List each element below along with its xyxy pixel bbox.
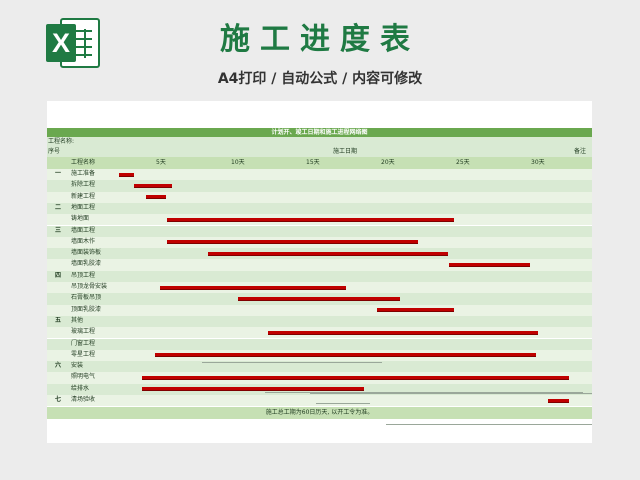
- table-row: 七 清场验收: [47, 395, 592, 407]
- gantt-bar: [449, 263, 530, 268]
- table-row: 零星工程: [47, 349, 592, 362]
- gantt-bar: [141, 387, 364, 392]
- table-row: 铸地面: [47, 214, 592, 226]
- table-row: 拆除工程: [47, 180, 592, 192]
- table-row: 吊顶龙骨安装: [47, 282, 592, 294]
- row-seq: 三: [55, 226, 62, 234]
- day-tick-label: 10天: [231, 159, 245, 166]
- gantt-bar: [167, 240, 418, 245]
- table-row: 三 墙面工程: [47, 225, 592, 237]
- gantt-bar: [377, 308, 454, 313]
- day-tick-label: 15天: [306, 159, 320, 166]
- gantt-bar: [146, 195, 166, 200]
- banner: X 施工进度表 A4打印 / 自动公式 / 内容可修改: [0, 0, 640, 100]
- spreadsheet-preview: 计划开、竣工日期和施工进程网络图 工程名称: 序号 施工日期 备注 工程名称 5…: [47, 101, 592, 443]
- day-tick-label: 30天: [531, 159, 545, 166]
- gantt-grid: 一 施工准备拆除工程新建工程二 地面工程铸地面三 墙面工程墙面木作墙面装饰板墙面乳胶漆…: [47, 169, 592, 425]
- page-subtitle: A4打印 / 自动公式 / 内容可修改: [217, 71, 423, 87]
- header-row: 序号 施工日期 备注: [47, 147, 592, 157]
- table-row: 一 施工准备: [47, 169, 592, 181]
- leader-line: [386, 423, 592, 425]
- row-name: 地面工程: [71, 203, 96, 211]
- row-name: 照明电气: [71, 373, 96, 381]
- leader-line: [201, 362, 382, 364]
- column-header-date: 施工日期: [333, 148, 358, 155]
- sheet-caption: 计划开、竣工日期和施工进程网络图: [47, 128, 592, 137]
- leader-line: [309, 393, 592, 394]
- table-row: 石膏板吊顶: [47, 293, 592, 305]
- table-row: 墙面木作: [47, 236, 592, 249]
- gantt-bar: [155, 353, 536, 358]
- gantt-bar: [159, 285, 346, 290]
- day-tick-label: 5天: [156, 159, 166, 166]
- row-name: 吊顶工程: [71, 271, 96, 279]
- day-ticks-row: 工程名称 5天 10天 15天 20天 25天 30天: [47, 157, 592, 169]
- gantt-bar: [237, 296, 400, 301]
- row-name: 墙面工程: [71, 226, 96, 234]
- row-name: 顶面乳胶漆: [71, 305, 102, 313]
- sheet-footer: 施工总工期为60日历天, 以开工令为准。: [47, 407, 592, 419]
- row-name: 新建工程: [71, 192, 96, 200]
- project-name-row: 工程名称:: [47, 137, 592, 147]
- table-row: 照明电气: [47, 372, 592, 384]
- table-row: 顶面乳胶漆: [47, 304, 592, 316]
- row-name: 玻璃工程: [71, 328, 96, 336]
- row-seq: 二: [55, 203, 62, 211]
- gantt-bar: [207, 251, 448, 256]
- table-row: 墙面装饰板: [47, 248, 592, 260]
- row-name: 墙面装饰板: [71, 249, 102, 257]
- row-name: 给排水: [71, 384, 90, 392]
- table-row: 墙面乳胶漆: [47, 259, 592, 271]
- table-row: 五 其他: [47, 315, 592, 328]
- leader-line: [264, 391, 583, 393]
- row-name: 清场验收: [71, 396, 96, 403]
- row-name: 石膏板吊顶: [71, 294, 102, 302]
- row-name: 吊顶龙骨安装: [71, 283, 108, 290]
- table-row: 二 地面工程: [47, 202, 592, 215]
- gantt-bar: [141, 376, 569, 381]
- row-name: 铸地面: [71, 215, 90, 223]
- gantt-bar: [119, 172, 134, 177]
- row-name: 零星工程: [71, 350, 96, 358]
- row-name: 安装: [71, 362, 84, 370]
- table-row: 新建工程: [47, 191, 592, 203]
- gantt-bar: [134, 183, 172, 188]
- row-name: 门窗工程: [71, 339, 96, 347]
- row-seq: 四: [55, 271, 62, 279]
- day-tick-label: 25天: [456, 159, 470, 166]
- row-seq: 一: [55, 170, 62, 177]
- gantt-sheet: 计划开、竣工日期和施工进程网络图 工程名称: 序号 施工日期 备注 工程名称 5…: [47, 128, 592, 425]
- row-seq: 六: [55, 362, 62, 370]
- excel-logo-letter: X: [46, 24, 76, 62]
- row-seq: 七: [55, 396, 62, 403]
- row-seq: 五: [55, 316, 62, 324]
- day-tick-label: 20天: [381, 159, 395, 166]
- table-row: 门窗工程: [47, 338, 592, 350]
- row-name: 施工准备: [71, 170, 96, 177]
- column-header-seq: 序号: [48, 148, 61, 155]
- table-row: 给排水: [47, 383, 592, 395]
- row-name: 其他: [71, 316, 84, 324]
- gantt-bar: [548, 398, 569, 403]
- table-row: 四 吊顶工程: [47, 270, 592, 282]
- row-name: 墙面木作: [71, 237, 96, 245]
- project-name-label: 工程名称:: [48, 138, 75, 145]
- column-header-item: 工程名称: [71, 159, 96, 166]
- column-header-note: 备注: [574, 148, 587, 155]
- leader-line: [315, 403, 370, 405]
- excel-icon: X: [42, 15, 104, 71]
- table-row: 六 安装: [47, 361, 592, 373]
- row-name: 墙面乳胶漆: [71, 260, 102, 268]
- row-name: 拆除工程: [71, 181, 96, 189]
- gantt-bar: [167, 217, 454, 222]
- table-row: 玻璃工程: [47, 327, 592, 339]
- gantt-bar: [267, 330, 538, 335]
- page-title: 施工进度表: [220, 22, 420, 57]
